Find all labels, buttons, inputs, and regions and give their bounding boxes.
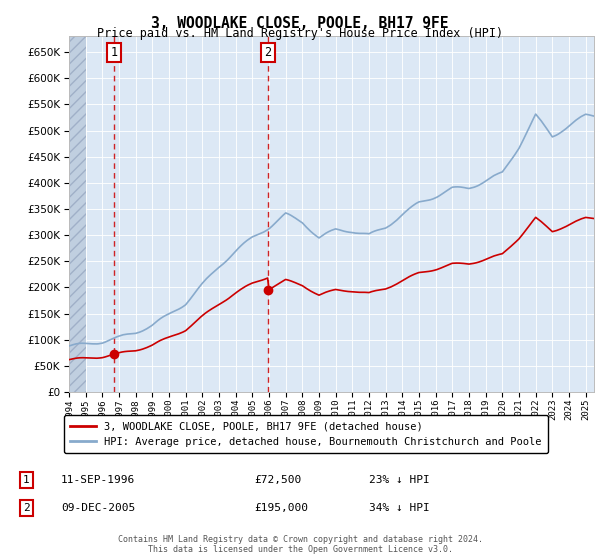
Text: Price paid vs. HM Land Registry's House Price Index (HPI): Price paid vs. HM Land Registry's House … [97, 27, 503, 40]
Text: 3, WOODLAKE CLOSE, POOLE, BH17 9FE: 3, WOODLAKE CLOSE, POOLE, BH17 9FE [151, 16, 449, 31]
Text: 23% ↓ HPI: 23% ↓ HPI [369, 475, 430, 485]
Text: 11-SEP-1996: 11-SEP-1996 [61, 475, 135, 485]
Text: 1: 1 [110, 46, 118, 59]
Text: 34% ↓ HPI: 34% ↓ HPI [369, 503, 430, 513]
Text: Contains HM Land Registry data © Crown copyright and database right 2024.
This d: Contains HM Land Registry data © Crown c… [118, 535, 482, 554]
Bar [69, 36, 86, 392]
Text: 1: 1 [23, 475, 30, 485]
Text: £72,500: £72,500 [254, 475, 301, 485]
Text: 2: 2 [23, 503, 30, 513]
Legend: 3, WOODLAKE CLOSE, POOLE, BH17 9FE (detached house), HPI: Average price, detache: 3, WOODLAKE CLOSE, POOLE, BH17 9FE (deta… [64, 415, 548, 453]
Text: £195,000: £195,000 [254, 503, 308, 513]
Text: 2: 2 [264, 46, 271, 59]
Text: 09-DEC-2005: 09-DEC-2005 [61, 503, 135, 513]
